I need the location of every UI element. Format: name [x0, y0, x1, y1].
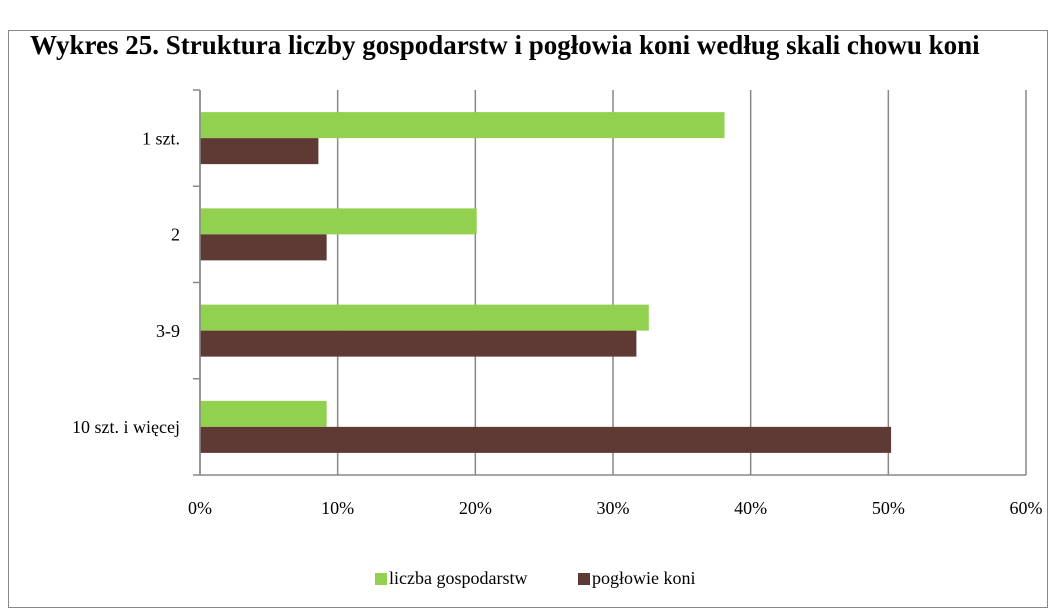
y-tick-label: 3-9 — [156, 321, 180, 341]
bar — [200, 112, 725, 139]
x-tick-label: 10% — [321, 498, 354, 518]
y-tick-label: 1 szt. — [142, 128, 180, 148]
x-tick-label: 40% — [734, 498, 767, 518]
bar — [200, 426, 892, 453]
x-tick-label: 20% — [459, 498, 492, 518]
chart-title: Wykres 25. Struktura liczby gospodarstw … — [30, 30, 980, 60]
bar — [200, 138, 319, 165]
bar — [200, 330, 637, 357]
legend-swatch — [578, 573, 590, 585]
bar — [200, 208, 477, 235]
bar — [200, 304, 649, 331]
legend-label: pogłowie koni — [592, 568, 696, 588]
x-tick-label: 60% — [1010, 498, 1043, 518]
legend-swatch — [375, 573, 387, 585]
legend-label: liczba gospodarstw — [389, 568, 527, 588]
chart-frame — [8, 30, 1048, 608]
y-tick-label: 10 szt. i więcej — [72, 417, 180, 437]
x-tick-label: 0% — [188, 498, 212, 518]
bar — [200, 400, 327, 427]
x-tick-label: 50% — [872, 498, 905, 518]
y-tick-label: 2 — [171, 225, 180, 245]
bar — [200, 234, 327, 261]
x-tick-label: 30% — [597, 498, 630, 518]
